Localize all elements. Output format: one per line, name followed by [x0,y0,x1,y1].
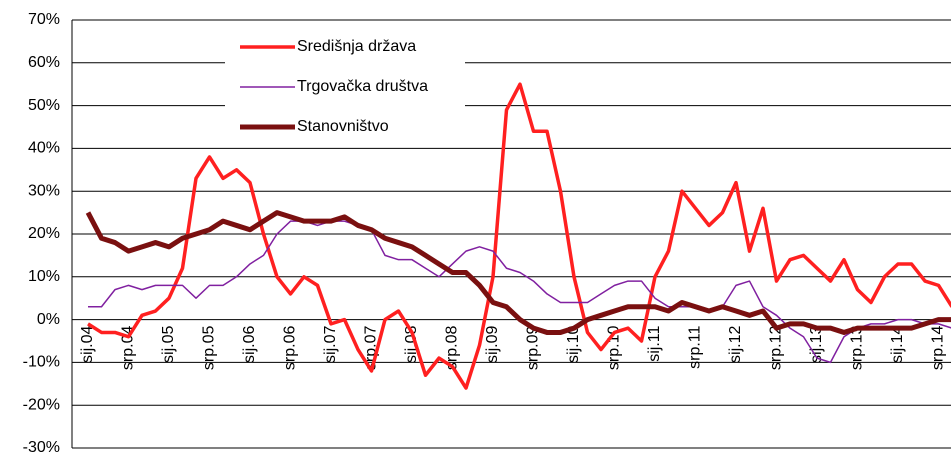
x-tick-label: srp.14 [930,325,947,370]
x-tick-label: sij.12 [727,326,744,363]
legend-label: Trgovačka društva [297,78,428,95]
x-tick-label: srp.11 [687,325,704,368]
y-tick-label: -30% [23,439,60,456]
y-tick-label: 10% [28,268,60,285]
x-tick-label: sij.14 [889,326,906,363]
y-tick-label: 20% [28,225,60,242]
y-tick-label: 60% [28,54,60,71]
y-tick-label: 50% [28,97,60,114]
x-tick-label: srp.09 [525,325,542,370]
y-tick-label: -10% [23,354,60,371]
legend-label: Stanovništvo [297,118,389,135]
series-line [87,82,951,390]
y-tick-label: 40% [28,140,60,157]
x-tick-label: sij.10 [565,326,582,363]
y-tick-label: -20% [23,396,60,413]
x-tick-label: srp.04 [120,325,137,370]
x-tick-label: srp.13 [849,325,866,370]
y-tick-label: 30% [28,182,60,199]
y-tick-label: 70% [28,11,60,28]
x-tick-label: sij.04 [79,326,96,363]
x-tick-label: srp.08 [444,325,461,370]
series-line [85,210,951,335]
x-tick-label: srp.06 [282,325,299,370]
x-tick-label: sij.07 [322,326,339,363]
x-tick-label: srp.05 [201,325,218,370]
series-line [88,220,951,364]
x-tick-label: srp.12 [768,325,785,370]
x-tick-label: sij.11 [646,326,663,362]
x-tick-label: sij.13 [808,326,825,363]
y-tick-label: 0% [37,311,60,328]
x-tick-label: sij.08 [403,326,420,363]
x-tick-label: sij.06 [241,326,258,363]
legend-label: Središnja država [297,38,416,55]
x-tick-label: sij.09 [484,326,501,363]
x-tick-label: sij.05 [160,326,177,363]
